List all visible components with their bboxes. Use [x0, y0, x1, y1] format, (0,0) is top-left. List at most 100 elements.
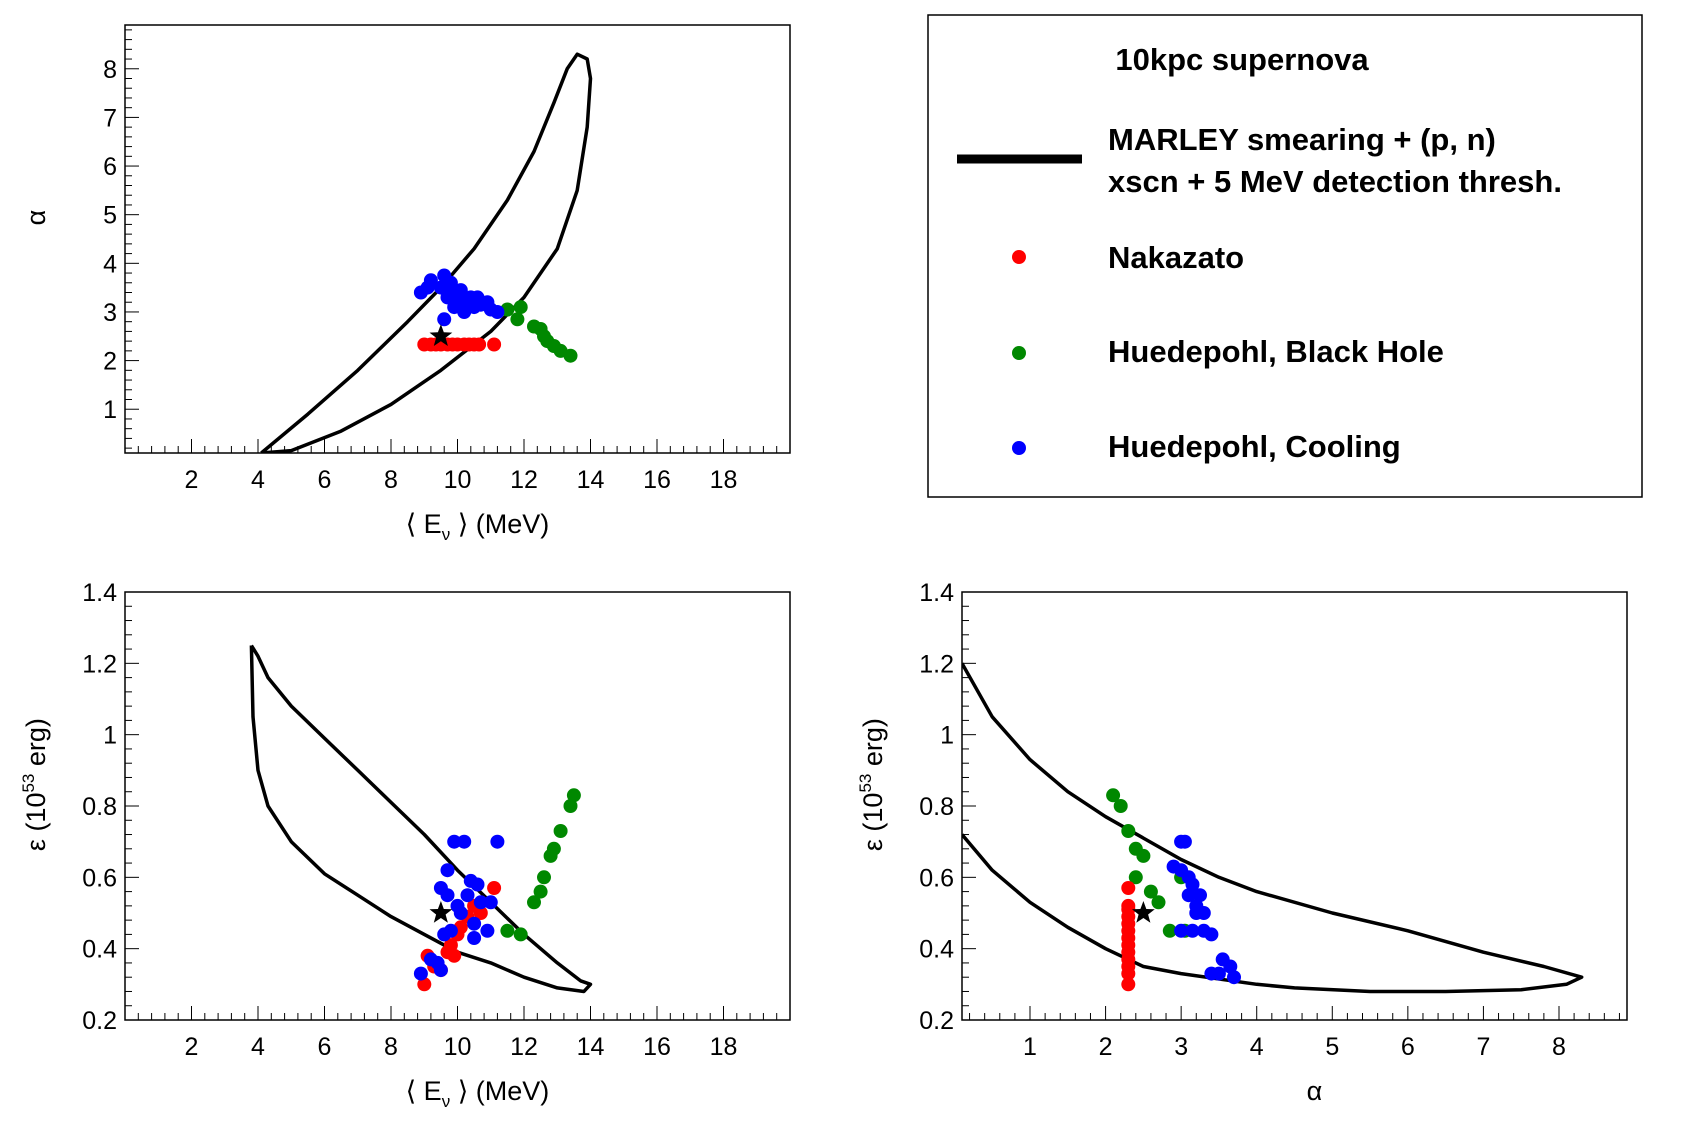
- point-huedepohl-black-hole: [527, 895, 541, 910]
- point-huedepohl-cooling: [483, 895, 498, 910]
- best-fit-star: [429, 901, 453, 923]
- legend-marker-cooling: [1012, 441, 1026, 455]
- plot-area: [249, 644, 593, 994]
- point-nakazato: [447, 948, 462, 963]
- x-tick-label: 4: [1250, 1033, 1264, 1061]
- x-tick-label: 10: [444, 466, 472, 494]
- point-huedepohl-black-hole: [513, 927, 528, 942]
- x-axis-label: α: [1307, 1076, 1323, 1106]
- point-huedepohl-cooling: [1227, 970, 1241, 985]
- x-tick-label: 18: [710, 466, 738, 494]
- y-axis-label: ε (1053 erg): [856, 718, 888, 851]
- y-tick-label: 0.8: [919, 793, 954, 821]
- x-tick-label: 6: [318, 1033, 332, 1061]
- plot-frame: [124, 24, 791, 454]
- y-tick-label: 1.4: [919, 579, 954, 607]
- y-tick-label: 7: [103, 104, 117, 132]
- point-huedepohl-cooling: [473, 895, 488, 910]
- point-huedepohl-cooling: [1174, 923, 1189, 938]
- y-tick-label: 1: [103, 722, 117, 750]
- y-tick-label: 0.6: [919, 864, 954, 892]
- y-tick-label: 1.4: [82, 579, 117, 607]
- point-huedepohl-cooling: [440, 888, 455, 903]
- point-huedepohl-cooling: [1211, 966, 1226, 981]
- point-huedepohl-cooling: [443, 275, 458, 290]
- point-huedepohl-cooling: [1193, 888, 1207, 903]
- point-huedepohl-cooling: [490, 834, 505, 849]
- y-tick-label: 1.2: [82, 650, 117, 678]
- point-nakazato: [417, 977, 432, 992]
- x-tick-label: 3: [1174, 1033, 1188, 1061]
- point-huedepohl-cooling: [423, 273, 438, 288]
- contour-line: [249, 644, 593, 994]
- point-huedepohl-black-hole: [553, 824, 568, 838]
- point-huedepohl-black-hole: [500, 923, 515, 938]
- contour-line: [962, 662, 1584, 994]
- legend-label-blackhole: Huedepohl, Black Hole: [1108, 334, 1444, 369]
- x-tick-label: 16: [643, 466, 671, 494]
- point-nakazato: [473, 906, 488, 920]
- best-fit-star: [429, 324, 453, 346]
- point-huedepohl-black-hole: [563, 799, 578, 813]
- point-huedepohl-cooling: [1185, 923, 1200, 938]
- y-tick-label: 0.4: [919, 936, 954, 964]
- x-tick-label: 14: [577, 1033, 605, 1061]
- x-tick-label: 10: [444, 1033, 472, 1061]
- point-huedepohl-cooling: [447, 834, 462, 849]
- y-tick-label: 6: [103, 153, 117, 181]
- y-tick-label: 8: [103, 56, 117, 84]
- x-tick-label: 8: [1552, 1033, 1566, 1061]
- point-huedepohl-cooling: [470, 877, 485, 892]
- legend-marker-nakazato: [1012, 250, 1026, 264]
- point-huedepohl-black-hole: [1143, 884, 1158, 899]
- point-huedepohl-cooling: [467, 931, 482, 945]
- point-huedepohl-black-hole: [533, 884, 548, 899]
- x-tick-label: 12: [510, 1033, 538, 1061]
- y-tick-label: 5: [103, 202, 117, 230]
- point-huedepohl-cooling: [1196, 906, 1211, 920]
- x-tick-label: 12: [510, 466, 538, 494]
- point-huedepohl-black-hole: [1121, 824, 1136, 838]
- point-huedepohl-black-hole: [563, 348, 578, 363]
- point-nakazato: [443, 938, 458, 953]
- point-huedepohl-cooling: [1177, 834, 1192, 849]
- x-tick-label: 2: [185, 1033, 199, 1061]
- point-huedepohl-cooling: [440, 863, 455, 878]
- point-huedepohl-cooling: [453, 906, 468, 920]
- contour-line: [260, 52, 593, 453]
- point-huedepohl-cooling: [433, 963, 448, 978]
- plot-area: [962, 662, 1584, 994]
- point-huedepohl-cooling: [467, 916, 482, 931]
- point-huedepohl-cooling: [460, 888, 475, 903]
- point-nakazato: [487, 881, 502, 895]
- point-huedepohl-black-hole: [1136, 848, 1151, 863]
- point-nakazato: [1121, 977, 1136, 992]
- legend-box: [927, 14, 1643, 498]
- x-tick-label: 18: [710, 1033, 738, 1061]
- x-tick-label: 8: [384, 466, 398, 494]
- point-huedepohl-black-hole: [510, 312, 525, 327]
- point-nakazato: [487, 337, 502, 352]
- best-fit-star: [1132, 901, 1155, 923]
- legend-label-marley-1: MARLEY smearing + (p, n): [1108, 122, 1496, 157]
- legend-label-marley-2: xscn + 5 MeV detection thresh.: [1108, 164, 1562, 199]
- y-tick-label: 4: [103, 250, 117, 278]
- x-tick-label: 4: [251, 1033, 265, 1061]
- x-tick-label: 2: [1099, 1033, 1113, 1061]
- point-huedepohl-cooling: [1181, 888, 1196, 903]
- legend-label-nakazato: Nakazato: [1108, 240, 1244, 275]
- legend-title: 10kpc supernova: [1115, 42, 1369, 77]
- legend: 10kpc supernova MARLEY smearing + (p, n)…: [927, 14, 1643, 498]
- point-huedepohl-black-hole: [1128, 870, 1143, 885]
- x-tick-label: 16: [643, 1033, 671, 1061]
- y-axis-label: α: [21, 210, 51, 226]
- point-huedepohl-cooling: [453, 283, 468, 298]
- point-huedepohl-cooling: [1204, 927, 1219, 942]
- panel-epsilon-vs-energy: 2 4 6 8 10 12 14 16 18 0.2 0.4 0.6 0.8 1 1.2 1.4 ⟨ Eν ⟩ …: [19, 579, 791, 1111]
- point-huedepohl-cooling: [437, 312, 452, 327]
- point-huedepohl-black-hole: [1151, 895, 1166, 910]
- point-huedepohl-cooling: [480, 923, 495, 938]
- x-tick-label: 14: [577, 466, 605, 494]
- point-huedepohl-cooling: [413, 966, 428, 981]
- x-tick-label: 2: [185, 466, 199, 494]
